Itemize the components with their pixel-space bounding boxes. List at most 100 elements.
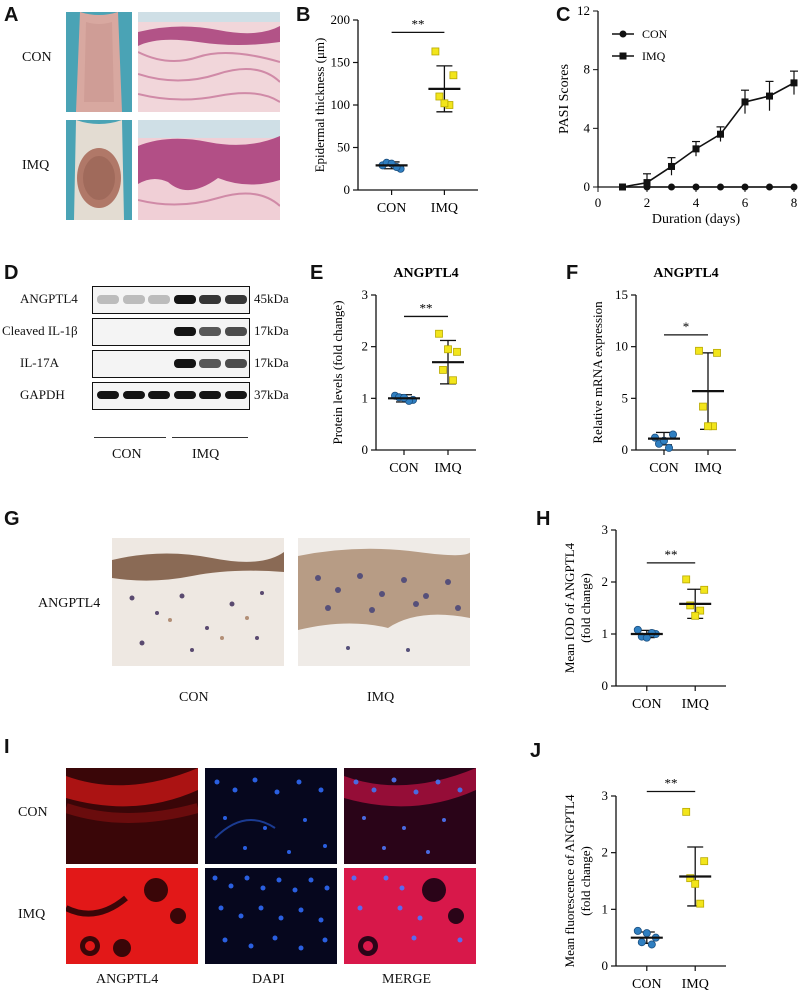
data-point bbox=[431, 47, 440, 56]
data-point bbox=[699, 402, 707, 411]
y-tick-label: 200 bbox=[331, 12, 351, 27]
chart-c: 0 4 8 12 0 2 4 6 8 Duration (days) PASI Scores CON I… bbox=[557, 3, 798, 227]
data-point bbox=[717, 183, 724, 191]
x-axis-label: Duration (days) bbox=[652, 212, 741, 227]
wb-size-label: 37kDa bbox=[254, 387, 289, 402]
wb-size-label: 45kDa bbox=[254, 291, 289, 306]
wb-band bbox=[199, 327, 221, 336]
panel-letter-j: J bbox=[530, 740, 542, 762]
y-tick-label: 0 bbox=[584, 179, 591, 194]
if-col-angptl4: ANGPTL4 bbox=[96, 972, 159, 987]
data-point bbox=[642, 929, 651, 938]
data-point bbox=[647, 940, 656, 949]
legend-label: CON bbox=[642, 27, 668, 41]
panel-letter-b: B bbox=[296, 4, 311, 26]
x-tick-label: CON bbox=[377, 201, 407, 216]
wb-band bbox=[224, 327, 247, 336]
data-point bbox=[665, 443, 674, 452]
mouse-back-con-photo bbox=[66, 12, 132, 112]
data-point bbox=[696, 899, 705, 908]
if-con-dapi-image bbox=[205, 768, 337, 864]
x-tick-label: 8 bbox=[791, 195, 798, 210]
significance-label: * bbox=[683, 319, 690, 334]
wb-band bbox=[199, 359, 221, 368]
panel-letter-f: F bbox=[566, 262, 579, 284]
significance-label: ** bbox=[420, 300, 433, 315]
data-point bbox=[669, 430, 678, 439]
y-tick-label: 2 bbox=[602, 574, 609, 589]
panel-letter-a: A bbox=[4, 4, 19, 26]
imq-group-line bbox=[172, 437, 248, 438]
data-point bbox=[682, 807, 691, 816]
y-axis-label-line: (fold change) bbox=[578, 573, 593, 643]
wb-band-label: GAPDH bbox=[20, 387, 65, 402]
wb-band-box bbox=[92, 350, 250, 378]
data-point bbox=[633, 625, 642, 634]
chart-j: 0 1 2 3 CON IMQ Mean fluorescence of ANGPTL4(f… bbox=[562, 776, 726, 992]
wb-group-con: CON bbox=[112, 447, 142, 462]
data-point bbox=[696, 606, 705, 615]
y-tick-label: 0 bbox=[602, 678, 609, 693]
data-point bbox=[686, 874, 695, 883]
wb-band bbox=[199, 391, 221, 399]
panel-letter-h: H bbox=[536, 508, 551, 530]
y-tick-label: 0 bbox=[622, 442, 629, 457]
panel-letter-g: G bbox=[4, 508, 20, 530]
y-tick-label: 4 bbox=[584, 120, 591, 135]
x-tick-label: CON bbox=[649, 461, 679, 476]
y-tick-label: 1 bbox=[602, 626, 609, 641]
wb-band-label: Cleaved IL-1β bbox=[2, 323, 78, 338]
wb-band bbox=[224, 359, 247, 368]
data-point bbox=[700, 857, 709, 866]
data-point bbox=[691, 611, 700, 620]
chart-h: 0 1 2 3 CON IMQ Mean IOD of ANGPTL4(fold chang… bbox=[562, 522, 726, 712]
x-tick-label: IMQ bbox=[694, 461, 721, 476]
y-tick-label: 2 bbox=[362, 339, 369, 354]
data-point bbox=[668, 183, 675, 191]
legend-label: IMQ bbox=[642, 49, 666, 63]
y-tick-label: 100 bbox=[331, 97, 351, 112]
data-point bbox=[637, 938, 646, 947]
if-con-merge-image bbox=[344, 768, 476, 864]
wb-band bbox=[97, 391, 119, 399]
wb-band-box bbox=[92, 382, 250, 410]
ihc-imq-image bbox=[298, 538, 470, 666]
x-tick-label: 4 bbox=[693, 195, 700, 210]
data-point bbox=[717, 130, 724, 138]
y-axis-label-line: (fold change) bbox=[578, 846, 593, 916]
data-point bbox=[643, 179, 651, 187]
chart-e: 0 1 2 3 CON IMQ Protein levels (fold change) AN… bbox=[330, 266, 476, 476]
if-col-dapi: DAPI bbox=[252, 972, 285, 987]
data-point bbox=[741, 183, 749, 191]
if-row-imq: IMQ bbox=[18, 907, 46, 922]
y-tick-label: 0 bbox=[344, 182, 351, 197]
y-tick-label: 1 bbox=[362, 390, 369, 405]
panel-letter-c: C bbox=[556, 4, 571, 26]
chart-b: 0 50 100 150 200 CON IMQ Epidermal thickness (μ… bbox=[312, 12, 478, 216]
y-axis-label: Protein levels (fold change) bbox=[330, 300, 345, 444]
if-imq-dapi-image bbox=[205, 868, 337, 964]
panel-letter-d: D bbox=[4, 262, 19, 284]
wb-band bbox=[122, 391, 145, 399]
wb-band-label: ANGPTL4 bbox=[20, 291, 78, 306]
x-tick-label: 6 bbox=[742, 195, 749, 210]
data-point bbox=[700, 585, 709, 594]
y-tick-label: 2 bbox=[602, 845, 609, 860]
data-point bbox=[633, 926, 642, 935]
wb-band-box bbox=[92, 318, 250, 346]
data-point bbox=[435, 92, 444, 101]
y-tick-label: 15 bbox=[615, 287, 628, 302]
data-point bbox=[686, 601, 695, 610]
wb-band bbox=[173, 359, 196, 368]
significance-label: ** bbox=[665, 547, 678, 562]
x-tick-label: CON bbox=[632, 977, 662, 992]
wb-band bbox=[148, 359, 170, 368]
ihc-row-label: ANGPTL4 bbox=[38, 596, 101, 611]
wb-size-label: 17kDa bbox=[254, 355, 289, 370]
y-axis-label-line: Mean IOD of ANGPTL4 bbox=[562, 542, 577, 673]
data-point bbox=[642, 633, 651, 642]
if-con-angptl4-image bbox=[66, 768, 198, 864]
mouse-back-imq-photo bbox=[66, 120, 132, 220]
x-tick-label: CON bbox=[632, 697, 662, 712]
con-group-line bbox=[94, 437, 166, 438]
